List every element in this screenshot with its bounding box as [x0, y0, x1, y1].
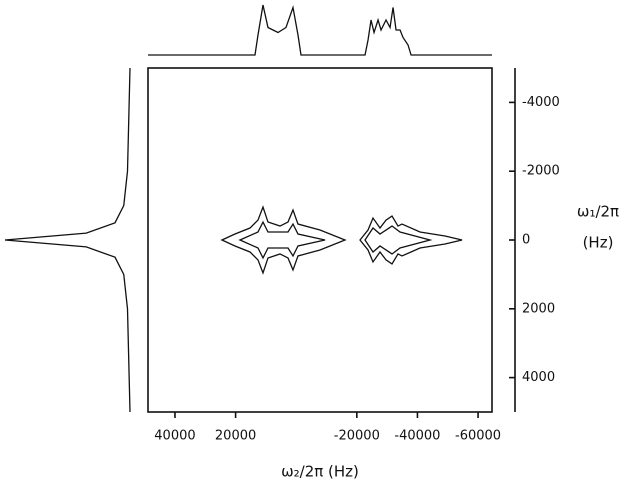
contour	[359, 215, 463, 265]
y-axis-label: ω₁/2π	[577, 203, 619, 221]
x-axis-label: ω₂/2π (Hz)	[281, 463, 359, 481]
y-tick-label: -2000	[522, 164, 560, 179]
x-tick-label: 20000	[215, 429, 256, 444]
x-tick-label: -60000	[455, 429, 501, 444]
left-projection	[4, 67, 131, 413]
contour	[238, 220, 326, 260]
y-tick-label: -4000	[522, 95, 560, 110]
y-tick-label: 2000	[522, 301, 555, 316]
y-axis-unit: (Hz)	[583, 234, 614, 252]
contour	[364, 225, 433, 255]
x-tick-label: 40000	[154, 429, 195, 444]
contour	[220, 205, 347, 275]
plot-frame	[147, 67, 493, 413]
y-tick-label: 4000	[522, 370, 555, 385]
y-tick-label: 0	[522, 233, 530, 248]
x-tick-label: -40000	[394, 429, 440, 444]
top-projection	[148, 4, 492, 56]
x-tick-label: -20000	[334, 429, 380, 444]
